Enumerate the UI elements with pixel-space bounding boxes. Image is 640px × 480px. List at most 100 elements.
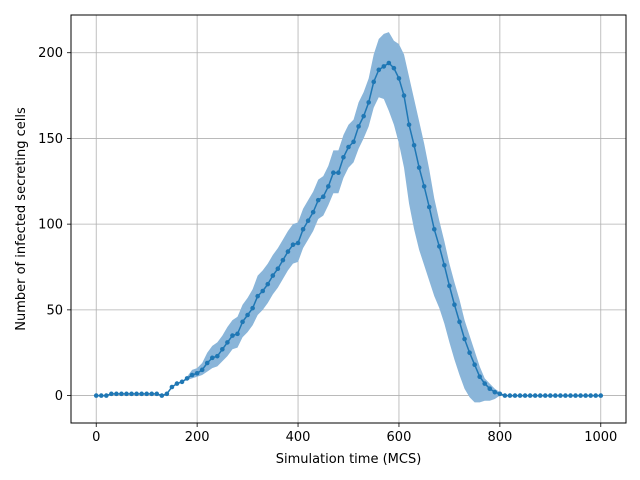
data-point [164,391,170,397]
data-point [497,391,503,397]
data-point [220,346,225,352]
data-point [179,379,185,385]
data-point [366,100,371,105]
data-point [588,393,593,398]
data-point [542,393,548,398]
data-point [522,393,528,398]
series-points [93,60,604,398]
data-point [356,124,361,129]
data-point [426,204,432,210]
data-point [548,393,553,398]
data-point [411,142,417,148]
data-point [265,281,271,287]
data-point [406,122,412,128]
data-point [189,372,195,378]
data-point [240,319,245,325]
data-point [517,393,523,398]
data-point [341,154,346,160]
data-point [563,393,568,398]
x-tick-label: 800 [487,430,512,445]
data-point [159,393,165,398]
data-point [502,393,508,398]
data-point [447,283,452,289]
data-point [230,333,235,338]
data-point [593,393,599,398]
data-point [194,370,200,376]
data-point [169,384,175,390]
y-tick-label: 200 [38,46,63,61]
data-point [235,331,240,337]
x-tick-label: 1000 [584,430,617,445]
data-point [346,144,351,150]
data-point [386,60,392,66]
y-axis: 0 50 100 150 200 [38,46,71,404]
data-point [396,76,402,81]
data-point [154,391,160,397]
data-point [401,93,407,98]
y-axis-title: Number of infected secreting cells [14,107,29,331]
data-point [139,391,144,397]
data-point [487,386,493,392]
data-point [326,184,331,189]
data-point [583,393,588,398]
x-tick-label: 600 [387,430,412,445]
data-point [442,262,447,268]
data-point [134,391,139,397]
data-point [431,226,437,232]
data-point [361,113,366,119]
data-point [300,226,306,232]
data-point [457,319,462,325]
data-point [336,170,341,176]
data-point [255,293,260,299]
data-point [437,244,442,249]
data-point [598,393,604,398]
data-point [376,67,382,73]
data-point [245,312,250,318]
data-point [98,393,104,398]
data-point [371,79,377,85]
data-point [305,218,311,224]
data-point [285,249,291,254]
data-point [462,336,467,342]
data-point [124,391,129,397]
data-point [280,257,286,263]
plot-frame [70,14,627,424]
data-point [199,367,205,373]
x-tick-label: 0 [92,430,100,445]
x-tick-label: 200 [185,430,210,445]
data-point [184,376,190,381]
data-point [568,393,573,398]
data-point [295,240,301,246]
data-point [310,209,316,215]
data-point [351,139,356,145]
data-point [492,389,498,395]
data-point [204,360,210,366]
data-point [250,305,255,311]
data-point [512,393,518,398]
data-point [149,391,155,397]
data-point [225,340,230,345]
y-tick-label: 0 [55,389,63,404]
data-point [558,393,563,398]
data-point [472,362,477,368]
data-point [553,393,558,398]
x-tick-label: 400 [286,430,311,445]
data-point [260,288,266,294]
data-point [270,273,276,278]
x-axis: 0 200 400 600 800 1000 [92,423,617,445]
data-point [573,393,578,398]
data-point [421,184,427,189]
data-point [416,165,422,170]
data-point [507,393,513,398]
data-point [209,355,215,361]
y-tick-label: 50 [46,303,63,318]
data-point [93,393,99,398]
data-point [532,393,538,398]
data-point [215,353,220,359]
data-point [527,393,533,398]
data-point [114,391,119,397]
data-point [482,381,488,386]
data-point [381,64,387,69]
data-point [129,391,134,397]
